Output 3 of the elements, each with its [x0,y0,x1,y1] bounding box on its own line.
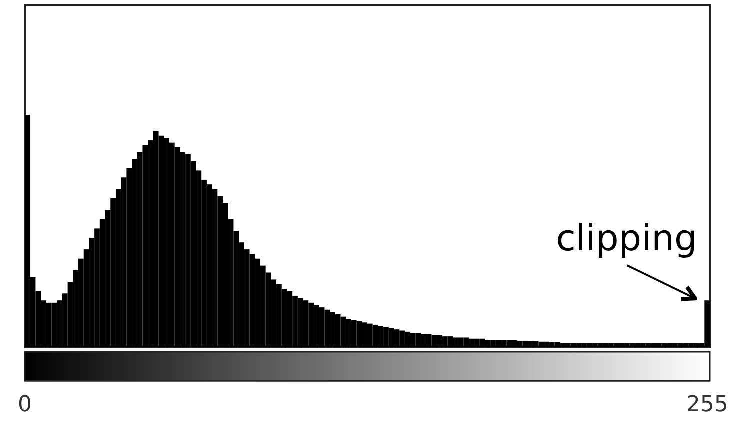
x-tick-label: 255 [686,392,728,418]
annotation: clipping [556,218,698,260]
x-tick-label: 0 [18,392,32,418]
